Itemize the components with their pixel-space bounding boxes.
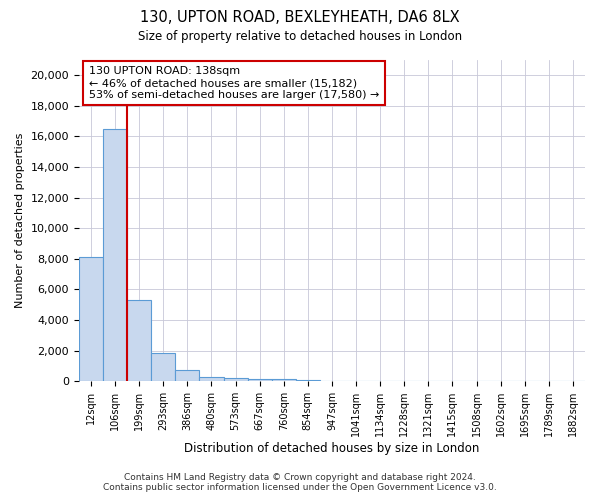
Bar	[296, 380, 320, 381]
Text: Contains HM Land Registry data © Crown copyright and database right 2024.
Contai: Contains HM Land Registry data © Crown c…	[103, 473, 497, 492]
Bar	[199, 376, 224, 381]
Text: 130, UPTON ROAD, BEXLEYHEATH, DA6 8LX: 130, UPTON ROAD, BEXLEYHEATH, DA6 8LX	[140, 10, 460, 25]
Text: 130 UPTON ROAD: 138sqm
← 46% of detached houses are smaller (15,182)
53% of semi: 130 UPTON ROAD: 138sqm ← 46% of detached…	[89, 66, 379, 100]
X-axis label: Distribution of detached houses by size in London: Distribution of detached houses by size …	[184, 442, 479, 455]
Bar	[224, 378, 248, 381]
Bar	[151, 353, 175, 381]
Bar	[127, 300, 151, 381]
Bar	[248, 378, 272, 381]
Y-axis label: Number of detached properties: Number of detached properties	[15, 133, 25, 308]
Bar	[272, 380, 296, 381]
Bar	[103, 129, 127, 381]
Text: Size of property relative to detached houses in London: Size of property relative to detached ho…	[138, 30, 462, 43]
Bar	[175, 370, 199, 381]
Bar	[79, 258, 103, 381]
